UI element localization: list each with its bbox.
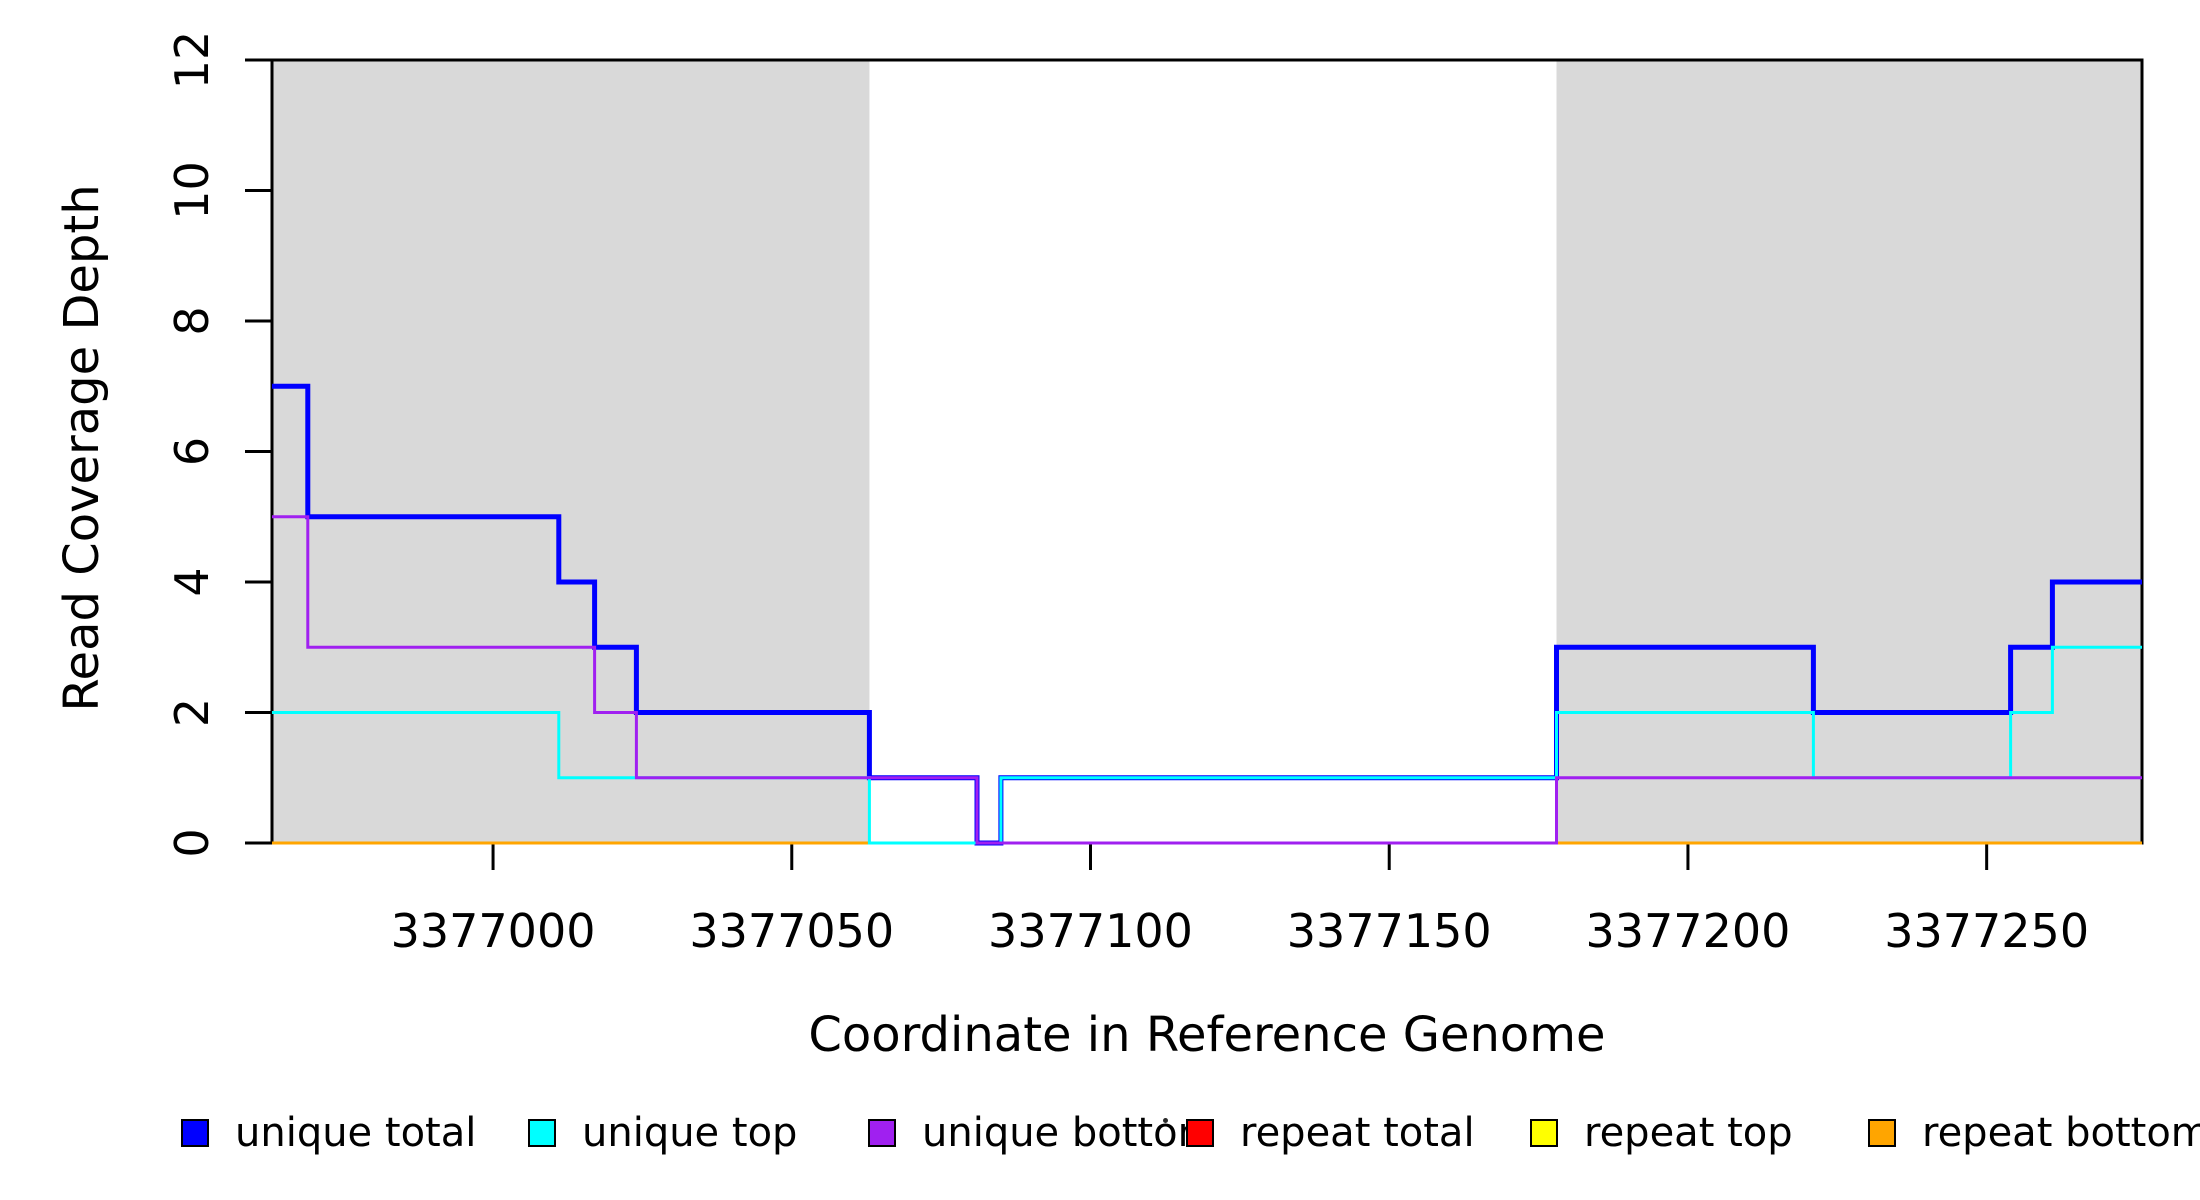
highlight-region [272, 60, 870, 843]
y-axis-tick-label: 4 [165, 567, 219, 596]
legend-item-unique-bottom: unique bottom [868, 1110, 1217, 1156]
legend-label: unique total [235, 1110, 477, 1156]
legend-label: unique bottom [922, 1110, 1217, 1156]
legend-item-unique-top: unique top [528, 1110, 798, 1156]
y-axis-tick-label: 10 [165, 161, 219, 220]
y-axis-tick-label: 2 [165, 698, 219, 727]
x-axis-tick-label: 3377150 [1287, 904, 1492, 958]
legend-swatch-repeat-total [1186, 1119, 1214, 1147]
series-line-unique-bottom [272, 515, 2142, 845]
x-axis-tick-label: 3377250 [1884, 904, 2089, 958]
legend-swatch-unique-total [181, 1119, 209, 1147]
y-axis-tick-label: 8 [165, 306, 219, 335]
y-axis-title: Read Coverage Depth [54, 184, 110, 712]
legend-label: repeat top [1584, 1110, 1793, 1156]
legend-swatch-unique-top [528, 1119, 556, 1147]
legend-label: repeat bottom [1922, 1110, 2200, 1156]
legend-item-repeat-bottom: repeat bottom [1868, 1110, 2200, 1156]
legend-swatch-repeat-top [1530, 1119, 1558, 1147]
stray-dot-artifact [1163, 1118, 1168, 1123]
legend-label: unique top [582, 1110, 798, 1156]
x-axis-tick-label: 3377200 [1586, 904, 1791, 958]
legend-item-repeat-total: repeat total [1186, 1110, 1475, 1156]
x-axis-tick-label: 3377050 [689, 904, 894, 958]
x-axis-title: Coordinate in Reference Genome [808, 1007, 1606, 1063]
legend-item-unique-total: unique total [181, 1110, 477, 1156]
legend-swatch-unique-bottom [868, 1119, 896, 1147]
legend-item-repeat-top: repeat top [1530, 1110, 1793, 1156]
legend-label: repeat total [1240, 1110, 1475, 1156]
y-axis-tick-label: 0 [165, 828, 219, 857]
x-axis-tick-label: 3377000 [391, 904, 596, 958]
y-axis-tick-label: 6 [165, 437, 219, 466]
highlight-region [1556, 60, 2142, 843]
legend-swatch-repeat-bottom [1868, 1119, 1896, 1147]
x-axis-tick-label: 3377100 [988, 904, 1193, 958]
y-axis-tick-label: 12 [165, 31, 219, 90]
